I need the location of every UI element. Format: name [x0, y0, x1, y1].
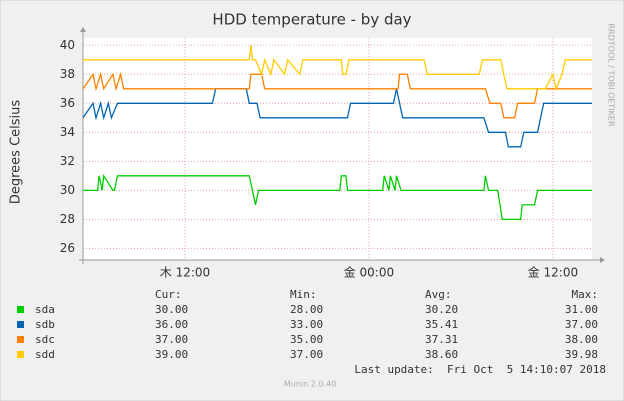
legend-label: sdc — [35, 333, 55, 346]
stats-value: 38.60 — [425, 348, 458, 361]
legend-swatch — [17, 321, 24, 328]
stats-header: Cur: — [155, 288, 182, 301]
series-line — [83, 45, 592, 91]
stats-value: 37.31 — [425, 333, 458, 346]
stats-value: 39.00 — [155, 348, 188, 361]
y-tick-label: 28 — [60, 212, 75, 226]
stats-value: 35.41 — [425, 318, 458, 331]
chart-title: HDD temperature - by day — [212, 11, 411, 29]
stats-value: 37.00 — [155, 333, 188, 346]
y-tick-label: 40 — [60, 38, 75, 52]
y-tick-label: 32 — [60, 154, 75, 168]
y-tick-label: 38 — [60, 67, 75, 81]
stats-value: 30.20 — [425, 303, 458, 316]
series-line — [83, 173, 592, 221]
series-line — [82, 88, 592, 148]
side-text: RRDTOOL / TOBI OETIKER — [607, 23, 616, 126]
y-tick-label: 34 — [60, 125, 75, 139]
y-axis-label: Degrees Celsius — [9, 100, 24, 205]
stats-header: Avg: — [425, 288, 452, 301]
last-update: Last update: Fri Oct 5 14:10:07 2018 — [354, 363, 606, 376]
stats-value: 35.00 — [290, 333, 323, 346]
x-tick-label: 金 12:00 — [528, 265, 578, 280]
stats-value: 36.00 — [155, 318, 188, 331]
stats-value: 31.00 — [565, 303, 598, 316]
x-tick-label: 金 00:00 — [344, 265, 394, 280]
stats-value: 33.00 — [290, 318, 323, 331]
stats-header: Max: — [572, 288, 599, 301]
stats-value: 39.98 — [565, 348, 598, 361]
legend-label: sda — [35, 303, 55, 316]
y-tick-label: 30 — [60, 183, 75, 197]
stats-value: 38.00 — [565, 333, 598, 346]
legend-swatch — [17, 336, 24, 343]
legend-swatch — [17, 351, 24, 358]
stats-header: Min: — [290, 288, 317, 301]
axis-arrow — [600, 257, 605, 263]
y-tick-label: 36 — [60, 96, 75, 110]
y-tick-label: 26 — [60, 241, 75, 255]
stats-value: 30.00 — [155, 303, 188, 316]
legend-label: sdb — [35, 318, 55, 331]
plot-area — [83, 38, 592, 260]
legend-label: sdd — [35, 348, 55, 361]
series-line — [82, 71, 592, 119]
legend-swatch — [17, 306, 24, 313]
stats-value: 28.00 — [290, 303, 323, 316]
footer: Munin 2.0.40 — [284, 380, 336, 389]
axis-arrow — [80, 27, 86, 32]
x-tick-label: 木 12:00 — [160, 266, 210, 280]
stats-value: 37.00 — [565, 318, 598, 331]
stats-value: 37.00 — [290, 348, 323, 361]
